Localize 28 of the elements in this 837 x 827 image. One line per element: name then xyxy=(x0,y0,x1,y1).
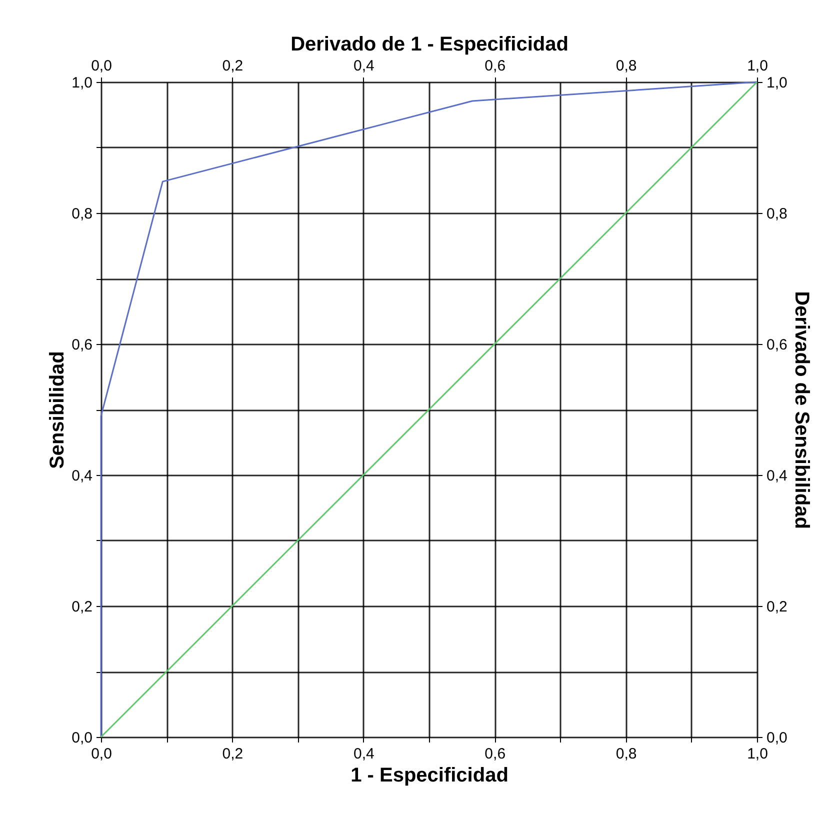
x-tick-label: 0,4 xyxy=(353,746,374,762)
x2-tick-label: 0,8 xyxy=(616,58,637,74)
x-tick-label: 0,2 xyxy=(222,746,244,762)
y-tick-label: 0,2 xyxy=(72,598,92,616)
x-axis-title: 1 - Especificidad xyxy=(350,764,508,786)
y2-tick-label: 0,4 xyxy=(766,468,788,484)
x-tick-label: 1,0 xyxy=(747,746,768,762)
x-tick-label: 0,8 xyxy=(616,746,637,762)
y2-tick-label: 0,0 xyxy=(766,730,788,746)
y2-tick-label: 0,8 xyxy=(766,206,788,222)
x2-tick-label: 0,0 xyxy=(91,58,112,74)
x2-tick-label: 0,6 xyxy=(484,58,506,74)
x2-tick-label: 0,2 xyxy=(222,58,244,74)
y-axis-title: Sensibilidad xyxy=(46,351,69,469)
y-tick-label: 1,0 xyxy=(72,74,92,92)
y-tick-label: 0,8 xyxy=(72,206,92,222)
y2-tick-label: 1,0 xyxy=(766,74,788,92)
y-tick-label: 0,6 xyxy=(72,336,92,354)
y2-tick-label: 0,2 xyxy=(766,598,788,616)
x2-axis-title: Derivado de 1 - Especificidad xyxy=(290,34,568,56)
x2-tick-label: 1,0 xyxy=(747,58,768,74)
y2-axis-title: Derivado de Sensibilidad xyxy=(790,291,812,529)
y-tick-label: 0,4 xyxy=(72,468,92,484)
x-tick-label: 0,6 xyxy=(484,746,506,762)
x-tick-label: 0,0 xyxy=(91,746,112,762)
y-tick-label: 0,0 xyxy=(72,730,92,746)
x2-tick-label: 0,4 xyxy=(353,58,374,74)
y2-tick-label: 0,6 xyxy=(766,336,788,354)
